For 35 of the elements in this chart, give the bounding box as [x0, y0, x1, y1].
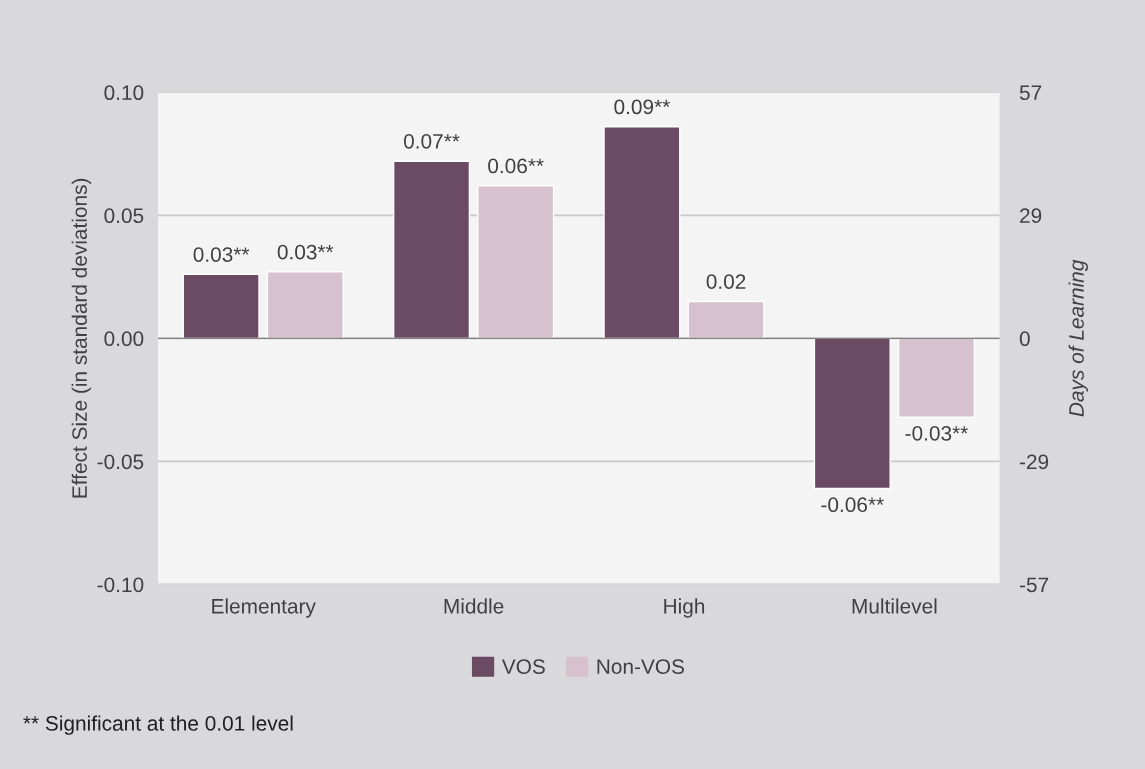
bar [603, 126, 681, 340]
bar [477, 185, 555, 340]
bar [687, 300, 765, 340]
data-label: 0.03** [193, 247, 250, 262]
bar [266, 271, 344, 340]
y-tick-label: 0.00 [104, 331, 144, 347]
legend-label: VOS [501, 659, 545, 674]
x-tick-label: Elementary [212, 598, 316, 618]
data-label: -0.03** [905, 425, 968, 441]
y2-tick-label: 57 [1019, 85, 1042, 101]
y2-tick-label: 0 [1019, 331, 1030, 347]
data-label: 0.07** [403, 133, 460, 149]
bar [813, 337, 891, 490]
x-tick-label: High [664, 598, 705, 618]
y2-tick-label: -29 [1019, 454, 1049, 470]
text: ** Significant at the 0.01 level [23, 715, 293, 735]
y2-axis-title: Days of Learning [1068, 259, 1088, 417]
y-tick-label: 0.05 [104, 208, 144, 224]
y-tick-label: 0.10 [104, 85, 144, 101]
y2-tick-label: 29 [1020, 208, 1042, 224]
data-label: -0.06** [821, 497, 884, 513]
data-label: 0.06** [488, 158, 544, 174]
legend-label: Non-VOS [597, 659, 684, 674]
data-label: 0.03** [277, 244, 334, 260]
y-axis-title: Effect Size (in standard deviations) [71, 178, 92, 498]
x-tick-label: Multilevel [852, 598, 937, 614]
data-label: 0.09** [614, 99, 670, 115]
data-label: 0.02 [706, 274, 746, 289]
x-tick-label: Middle [444, 598, 504, 614]
bar [897, 337, 976, 418]
y-tick-label: -0.10 [97, 577, 144, 593]
y2-tick-label: -57 [1019, 577, 1049, 593]
y-tick-label: -0.05 [97, 454, 144, 470]
bar [392, 160, 471, 340]
bar [182, 273, 260, 340]
